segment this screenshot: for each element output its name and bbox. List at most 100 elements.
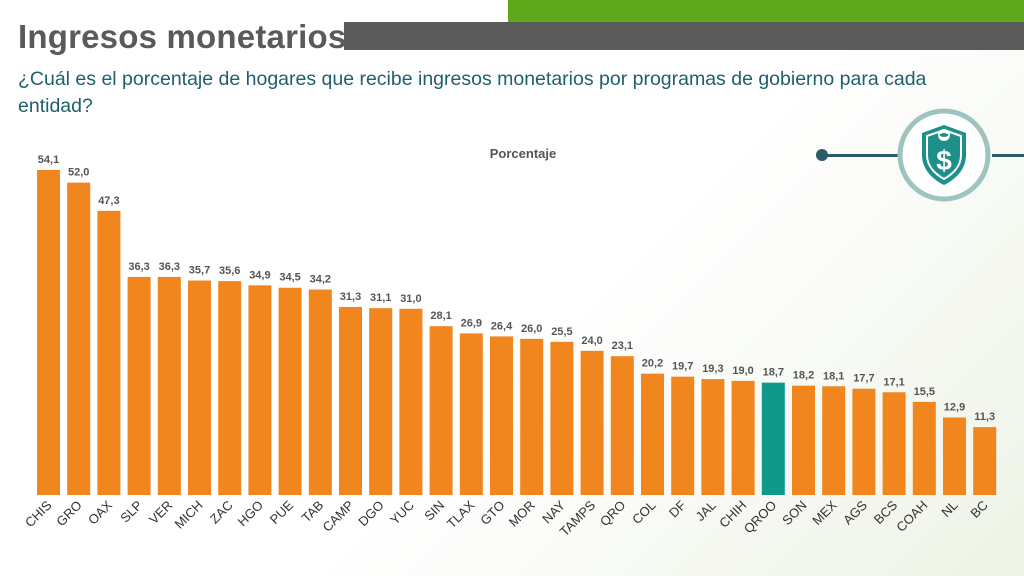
category-label-slp: SLP	[117, 498, 145, 526]
bar-col	[641, 373, 664, 495]
value-label-gto: 26,4	[491, 320, 513, 332]
bar-mich	[188, 280, 211, 495]
connector-line	[822, 154, 902, 157]
value-label-tlax: 26,9	[461, 317, 482, 329]
value-label-yuc: 31,0	[400, 293, 421, 305]
category-label-zac: ZAC	[207, 498, 236, 527]
value-label-bcs: 17,1	[883, 376, 904, 388]
bar-coah	[912, 401, 936, 495]
shield-dollar-icon: $	[897, 108, 991, 202]
bar-tab	[308, 289, 332, 495]
category-label-coah: COAH	[893, 498, 930, 535]
category-label-sin: SIN	[421, 498, 447, 524]
category-label-df: DF	[666, 497, 689, 520]
bar-ver	[157, 276, 181, 495]
category-label-qro: QRO	[597, 498, 629, 530]
connector-line-right	[992, 154, 1024, 157]
bar-sin	[429, 326, 453, 495]
category-label-son: SON	[779, 498, 810, 529]
value-label-slp: 36,3	[128, 261, 149, 273]
value-label-ver: 36,3	[159, 261, 180, 273]
bar-zac	[218, 281, 242, 495]
value-label-qroo: 18,7	[763, 367, 784, 379]
category-label-nl: NL	[938, 498, 960, 520]
category-label-oax: OAX	[85, 497, 115, 527]
category-label-ver: VER	[146, 498, 176, 528]
value-label-chih: 19,0	[732, 365, 753, 377]
value-label-oax: 47,3	[98, 195, 119, 207]
bar-nl	[943, 417, 966, 495]
category-label-col: COL	[629, 498, 659, 528]
category-label-qroo: QROO	[741, 498, 780, 537]
bar-bc	[973, 427, 997, 495]
gray-accent-bar	[344, 22, 1024, 50]
category-label-hgo: HGO	[234, 498, 266, 530]
bar-ags	[852, 388, 876, 495]
bar-pue	[278, 287, 302, 495]
bar-slp	[127, 276, 151, 495]
bar-oax	[97, 210, 121, 495]
bar-gro	[67, 182, 91, 495]
category-label-dgo: DGO	[355, 498, 387, 530]
bar-yuc	[399, 308, 423, 495]
value-label-coah: 15,5	[914, 386, 935, 398]
bar-chih	[731, 380, 755, 495]
value-label-nay: 25,5	[551, 326, 572, 338]
value-label-df: 19,7	[672, 361, 693, 373]
bar-bcs	[882, 392, 906, 495]
category-label-gro: GRO	[53, 498, 85, 530]
value-label-gro: 52,0	[68, 167, 89, 179]
value-label-sin: 28,1	[430, 310, 451, 322]
bar-mex	[822, 386, 846, 495]
category-label-chis: CHIS	[22, 497, 55, 530]
value-label-dgo: 31,1	[370, 292, 391, 304]
value-label-chis: 54,1	[38, 154, 59, 166]
category-label-gto: GTO	[477, 498, 507, 528]
bar-tlax	[459, 333, 483, 495]
value-label-ags: 17,7	[853, 373, 874, 385]
category-label-ags: AGS	[840, 497, 870, 527]
value-label-bc: 11,3	[974, 411, 995, 423]
chart-title: Porcentaje	[490, 146, 556, 161]
bar-son	[792, 385, 815, 495]
bar-gto	[490, 336, 513, 495]
value-label-camp: 31,3	[340, 291, 361, 303]
bar-qro	[610, 356, 634, 495]
category-label-pue: PUE	[267, 497, 297, 527]
value-label-nl: 12,9	[944, 402, 965, 414]
category-label-mor: MOR	[506, 498, 538, 530]
bar-jal	[701, 379, 725, 495]
value-label-zac: 35,6	[219, 265, 240, 277]
category-label-camp: CAMP	[319, 498, 356, 535]
value-label-pue: 34,5	[279, 272, 300, 284]
category-label-mex: MEX	[809, 497, 840, 528]
value-label-tamps: 24,0	[581, 335, 602, 347]
value-label-mich: 35,7	[189, 265, 210, 277]
value-label-mor: 26,0	[521, 323, 542, 335]
svg-text:$: $	[936, 145, 952, 176]
category-label-tlax: TLAX	[444, 497, 478, 531]
bar-dgo	[369, 308, 393, 495]
chart-question: ¿Cuál es el porcentaje de hogares que re…	[18, 68, 927, 117]
category-label-bc: BC	[967, 498, 990, 521]
category-label-mich: MICH	[172, 498, 206, 532]
page-title: Ingresos monetarios	[18, 18, 347, 55]
bar-df	[671, 376, 695, 495]
green-accent-bar	[508, 0, 1024, 22]
bar-chis	[37, 170, 60, 495]
value-label-mex: 18,1	[823, 370, 844, 382]
bar-camp	[339, 306, 362, 495]
bar-hgo	[248, 285, 272, 495]
bar-nay	[550, 341, 574, 495]
bar-qroo	[761, 382, 785, 495]
value-label-son: 18,2	[793, 370, 814, 382]
bar-tamps	[580, 350, 604, 495]
value-label-qro: 23,1	[612, 340, 633, 352]
value-label-col: 20,2	[642, 358, 663, 370]
value-label-tab: 34,2	[310, 274, 331, 286]
value-label-hgo: 34,9	[249, 269, 270, 281]
value-label-jal: 19,3	[702, 363, 723, 375]
bar-mor	[520, 338, 544, 495]
category-label-yuc: YUC	[387, 498, 417, 528]
